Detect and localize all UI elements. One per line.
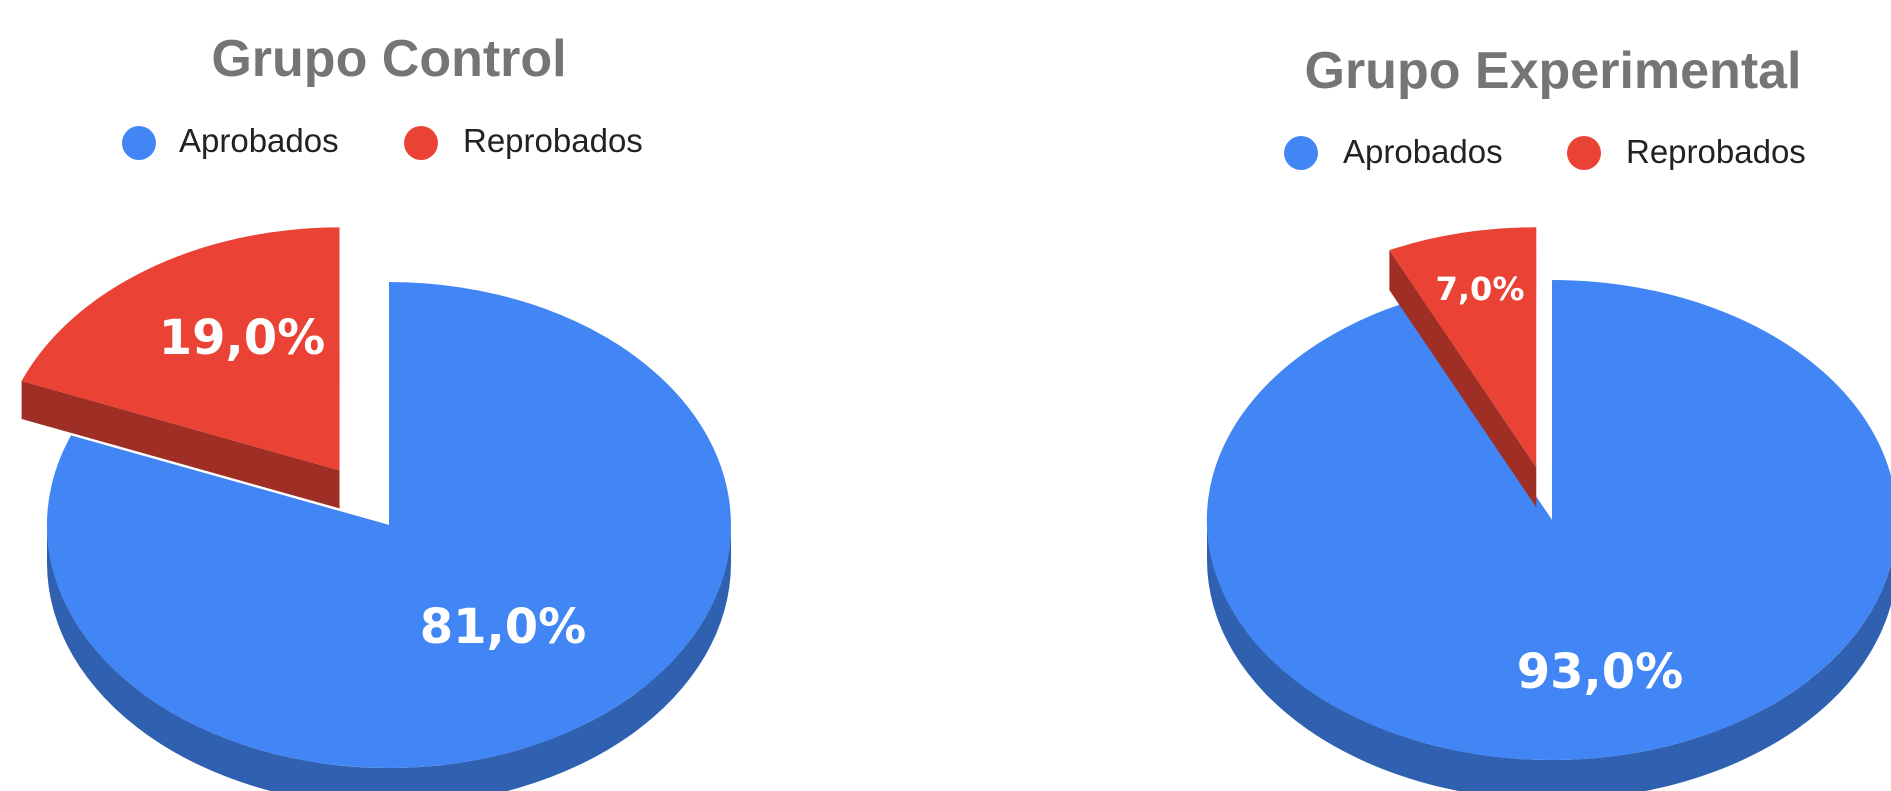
legend-label-aprobados: Aprobados	[179, 122, 339, 159]
data-label-aprobados: 93,0%	[1517, 644, 1684, 700]
chart-title: Grupo Experimental	[1305, 42, 1802, 100]
pie-slice-top-aprobados	[1206, 280, 1891, 760]
legend: Aprobados Reprobados	[1284, 133, 1806, 170]
pie-slice-reprobados	[1389, 227, 1537, 508]
pie-labels: 81,0% 19,0%	[159, 310, 587, 655]
pie-slice-top-reprobados	[21, 227, 340, 471]
pie-slice-aprobados	[1206, 280, 1891, 791]
legend-label-reprobados: Reprobados	[463, 122, 643, 159]
pie-slice-top-aprobados	[46, 282, 731, 768]
pie-slice-wall-reprobados-0	[21, 381, 340, 509]
pie-slice-aprobados	[46, 282, 731, 791]
pie-slice-reprobados	[21, 227, 340, 509]
pie-chart-grupo-experimental: Grupo Experimental Aprobados Reprobados …	[1206, 42, 1891, 791]
data-label-reprobados: 7,0%	[1436, 270, 1525, 308]
legend-swatch-reprobados	[1567, 136, 1601, 170]
legend-label-reprobados: Reprobados	[1626, 133, 1806, 170]
pie-chart-grupo-control: Grupo Control Aprobados Reprobados 81,0%…	[21, 30, 731, 791]
legend-swatch-aprobados	[122, 126, 156, 160]
legend-swatch-reprobados	[404, 126, 438, 160]
data-label-aprobados: 81,0%	[420, 599, 587, 655]
legend-swatch-aprobados	[1284, 136, 1318, 170]
pie-slice-top-reprobados	[1389, 227, 1537, 468]
pie-slices	[21, 227, 731, 791]
pie-labels: 93,0% 7,0%	[1436, 270, 1684, 700]
legend: Aprobados Reprobados	[122, 122, 643, 160]
chart-title: Grupo Control	[211, 30, 566, 88]
data-label-reprobados: 19,0%	[159, 310, 326, 366]
pie-slices	[1206, 227, 1891, 791]
legend-label-aprobados: Aprobados	[1343, 133, 1503, 170]
pie-slice-wall-reprobados-0	[1389, 250, 1537, 508]
